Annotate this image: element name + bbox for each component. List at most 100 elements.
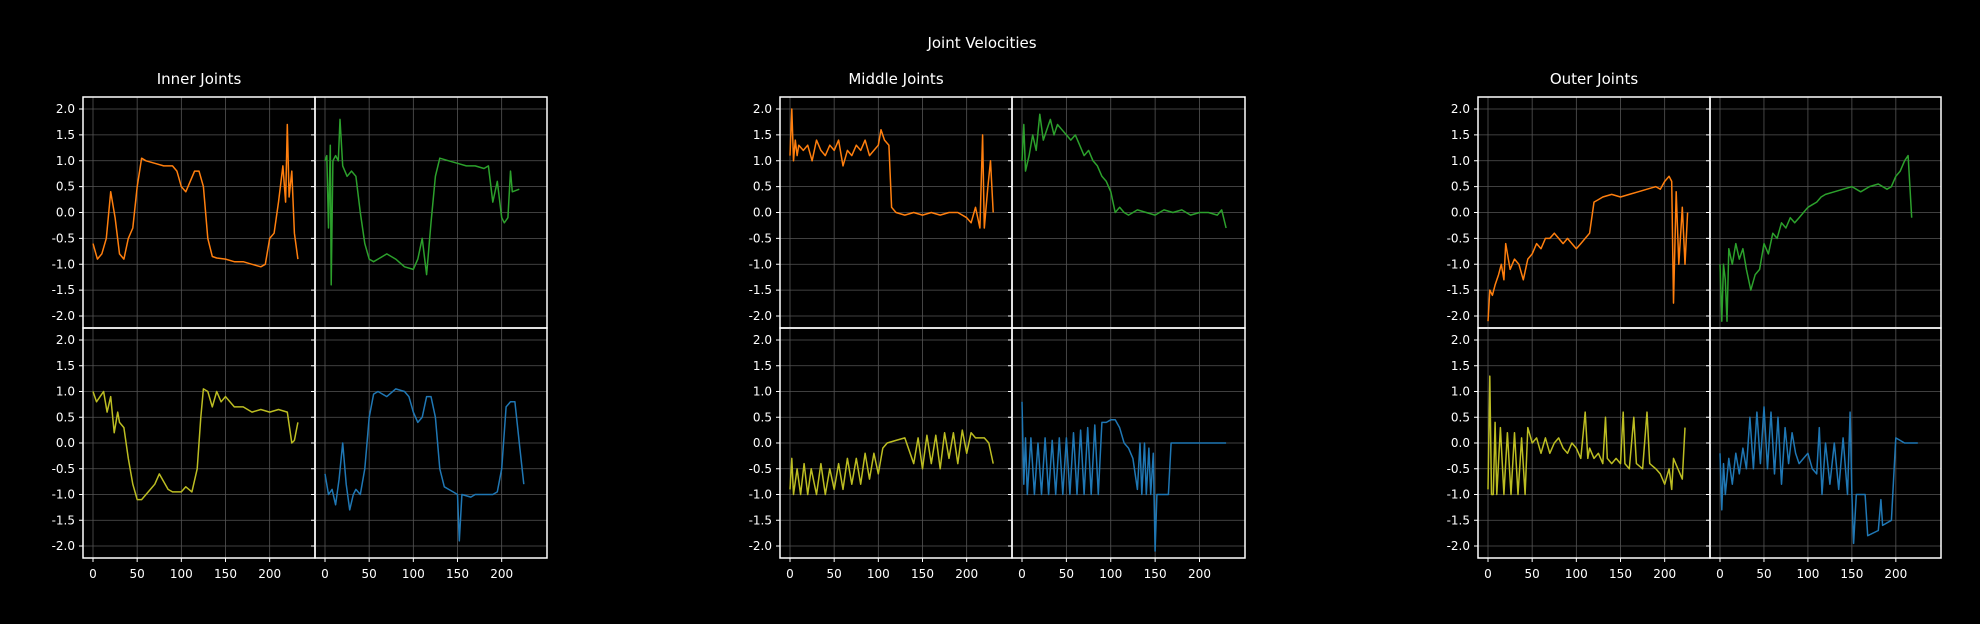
panel-0-3: 0 50 100 150 200	[311, 327, 548, 581]
y-tick-label: -0.5	[749, 462, 772, 476]
y-tick-label: -0.5	[52, 231, 75, 245]
y-tick-label: 2.0	[753, 333, 772, 347]
grid-lines	[1478, 97, 1710, 328]
y-tick-label: 0.5	[1451, 410, 1470, 424]
x-tick-label: 200	[955, 567, 978, 581]
y-tick-label: -1.5	[52, 513, 75, 527]
y-tick-label: 2.0	[56, 102, 75, 116]
y-tick-label: 1.0	[1451, 385, 1470, 399]
x-tick-label: 200	[258, 567, 281, 581]
series-line-1-3	[1021, 401, 1227, 552]
series-line-0-0	[92, 123, 299, 268]
y-tick-label: -1.5	[749, 283, 772, 297]
y-tick-label: 2.0	[753, 102, 772, 116]
y-tick-label: -1.0	[52, 257, 75, 271]
grid-lines	[1710, 328, 1941, 558]
x-tick-label: 0	[1018, 567, 1026, 581]
x-tick-label: 50	[130, 567, 145, 581]
series-line-2-3	[1719, 406, 1918, 545]
y-tick-label: 0.0	[56, 436, 75, 450]
y-tick-label: 2.0	[56, 333, 75, 347]
y-tick-label: -1.0	[749, 257, 772, 271]
grid-lines	[1478, 328, 1710, 558]
x-tick-label: 100	[1796, 567, 1819, 581]
y-tick-label: -0.5	[749, 231, 772, 245]
x-tick-label: 150	[1609, 567, 1632, 581]
y-tick-label: 1.0	[753, 154, 772, 168]
series-line-0-2	[92, 388, 299, 501]
panel-2-2: -2.0 -1.5 -1.0 -0.5 0.0 0.5 1.0 1.5 2.0 0 50 100 150…	[1447, 327, 1711, 581]
y-tick-label: -2.0	[749, 309, 772, 323]
y-tick-label: 0.5	[56, 180, 75, 194]
y-tick-label: -0.5	[52, 462, 75, 476]
series-line-1-0	[789, 108, 994, 229]
y-tick-label: 0.5	[56, 410, 75, 424]
subplot-group-0: Inner Joints -2.0 -1.5 -1.0 -0.5 0.0 0.5 1.0 1.5…	[52, 70, 548, 581]
panel-0-2: -2.0 -1.5 -1.0 -0.5 0.0 0.5 1.0 1.5 2.0 0 50 100 150…	[52, 327, 316, 581]
x-tick-label: 150	[1840, 567, 1863, 581]
x-tick-label: 0	[321, 567, 329, 581]
panel-0-1	[311, 96, 548, 329]
x-tick-label: 200	[490, 567, 513, 581]
y-tick-label: 2.0	[1451, 102, 1470, 116]
x-tick-label: 150	[446, 567, 469, 581]
x-tick-label: 0	[1484, 567, 1492, 581]
x-tick-label: 50	[1756, 567, 1771, 581]
figure-title: Joint Velocities	[926, 34, 1036, 52]
subplot-group-title: Outer Joints	[1550, 70, 1639, 88]
panel-1-1	[1008, 96, 1246, 329]
x-tick-label: 100	[867, 567, 890, 581]
y-tick-label: 1.0	[56, 385, 75, 399]
grid-lines	[1012, 97, 1245, 328]
x-tick-label: 100	[1565, 567, 1588, 581]
series-line-2-1	[1719, 154, 1913, 322]
grid-lines	[315, 97, 547, 328]
y-tick-label: -1.0	[1447, 257, 1470, 271]
y-tick-label: -2.0	[1447, 539, 1470, 553]
y-tick-label: 0.5	[753, 180, 772, 194]
grid-lines	[315, 328, 547, 558]
x-tick-label: 100	[170, 567, 193, 581]
grid-lines	[780, 97, 1012, 328]
panel-2-3: 0 50 100 150 200	[1706, 327, 1942, 581]
series-line-0-1	[324, 118, 520, 286]
panel-2-1	[1706, 96, 1942, 329]
y-tick-label: 1.0	[1451, 154, 1470, 168]
x-tick-label: 200	[1884, 567, 1907, 581]
x-tick-label: 150	[214, 567, 237, 581]
y-tick-label: 1.5	[56, 128, 75, 142]
y-tick-label: 1.0	[753, 385, 772, 399]
y-tick-label: 0.0	[1451, 206, 1470, 220]
subplot-group-title: Middle Joints	[848, 70, 943, 88]
panel-0-0: -2.0 -1.5 -1.0 -0.5 0.0 0.5 1.0 1.5 2.0	[52, 96, 316, 329]
y-tick-label: 0.0	[1451, 436, 1470, 450]
y-tick-label: -1.5	[1447, 283, 1470, 297]
y-tick-label: 1.5	[56, 359, 75, 373]
grid-lines	[780, 328, 1012, 558]
y-tick-label: -1.0	[749, 488, 772, 502]
y-tick-label: 0.0	[753, 436, 772, 450]
x-tick-label: 0	[786, 567, 794, 581]
y-tick-label: -2.0	[749, 539, 772, 553]
y-tick-label: 2.0	[1451, 333, 1470, 347]
subplot-group-title: Inner Joints	[157, 70, 242, 88]
panel-1-2: -2.0 -1.5 -1.0 -0.5 0.0 0.5 1.0 1.5 2.0 0 50 100 150…	[749, 327, 1013, 581]
x-tick-label: 150	[911, 567, 934, 581]
x-tick-label: 50	[1525, 567, 1540, 581]
panel-1-3: 0 50 100 150 200	[1008, 327, 1246, 581]
panel-1-0: -2.0 -1.5 -1.0 -0.5 0.0 0.5 1.0 1.5 2.0	[749, 96, 1013, 329]
x-tick-label: 50	[362, 567, 377, 581]
y-tick-label: 0.5	[753, 410, 772, 424]
subplot-group-2: Outer Joints -2.0 -1.5 -1.0 -0.5 0.0 0.5 1.0 1.5…	[1447, 70, 1942, 581]
series-line-0-3	[324, 388, 525, 542]
x-tick-label: 200	[1653, 567, 1676, 581]
y-tick-label: 1.5	[1451, 128, 1470, 142]
y-tick-label: 0.0	[56, 206, 75, 220]
grid-lines	[1710, 97, 1941, 328]
subplot-group-1: Middle Joints -2.0 -1.5 -1.0 -0.5 0.0 0.5 1.0 1.…	[749, 70, 1246, 581]
x-tick-label: 0	[89, 567, 97, 581]
y-tick-label: 1.0	[56, 154, 75, 168]
y-tick-label: -1.0	[52, 488, 75, 502]
panel-2-0: -2.0 -1.5 -1.0 -0.5 0.0 0.5 1.0 1.5 2.0	[1447, 96, 1711, 329]
y-tick-label: -0.5	[1447, 231, 1470, 245]
